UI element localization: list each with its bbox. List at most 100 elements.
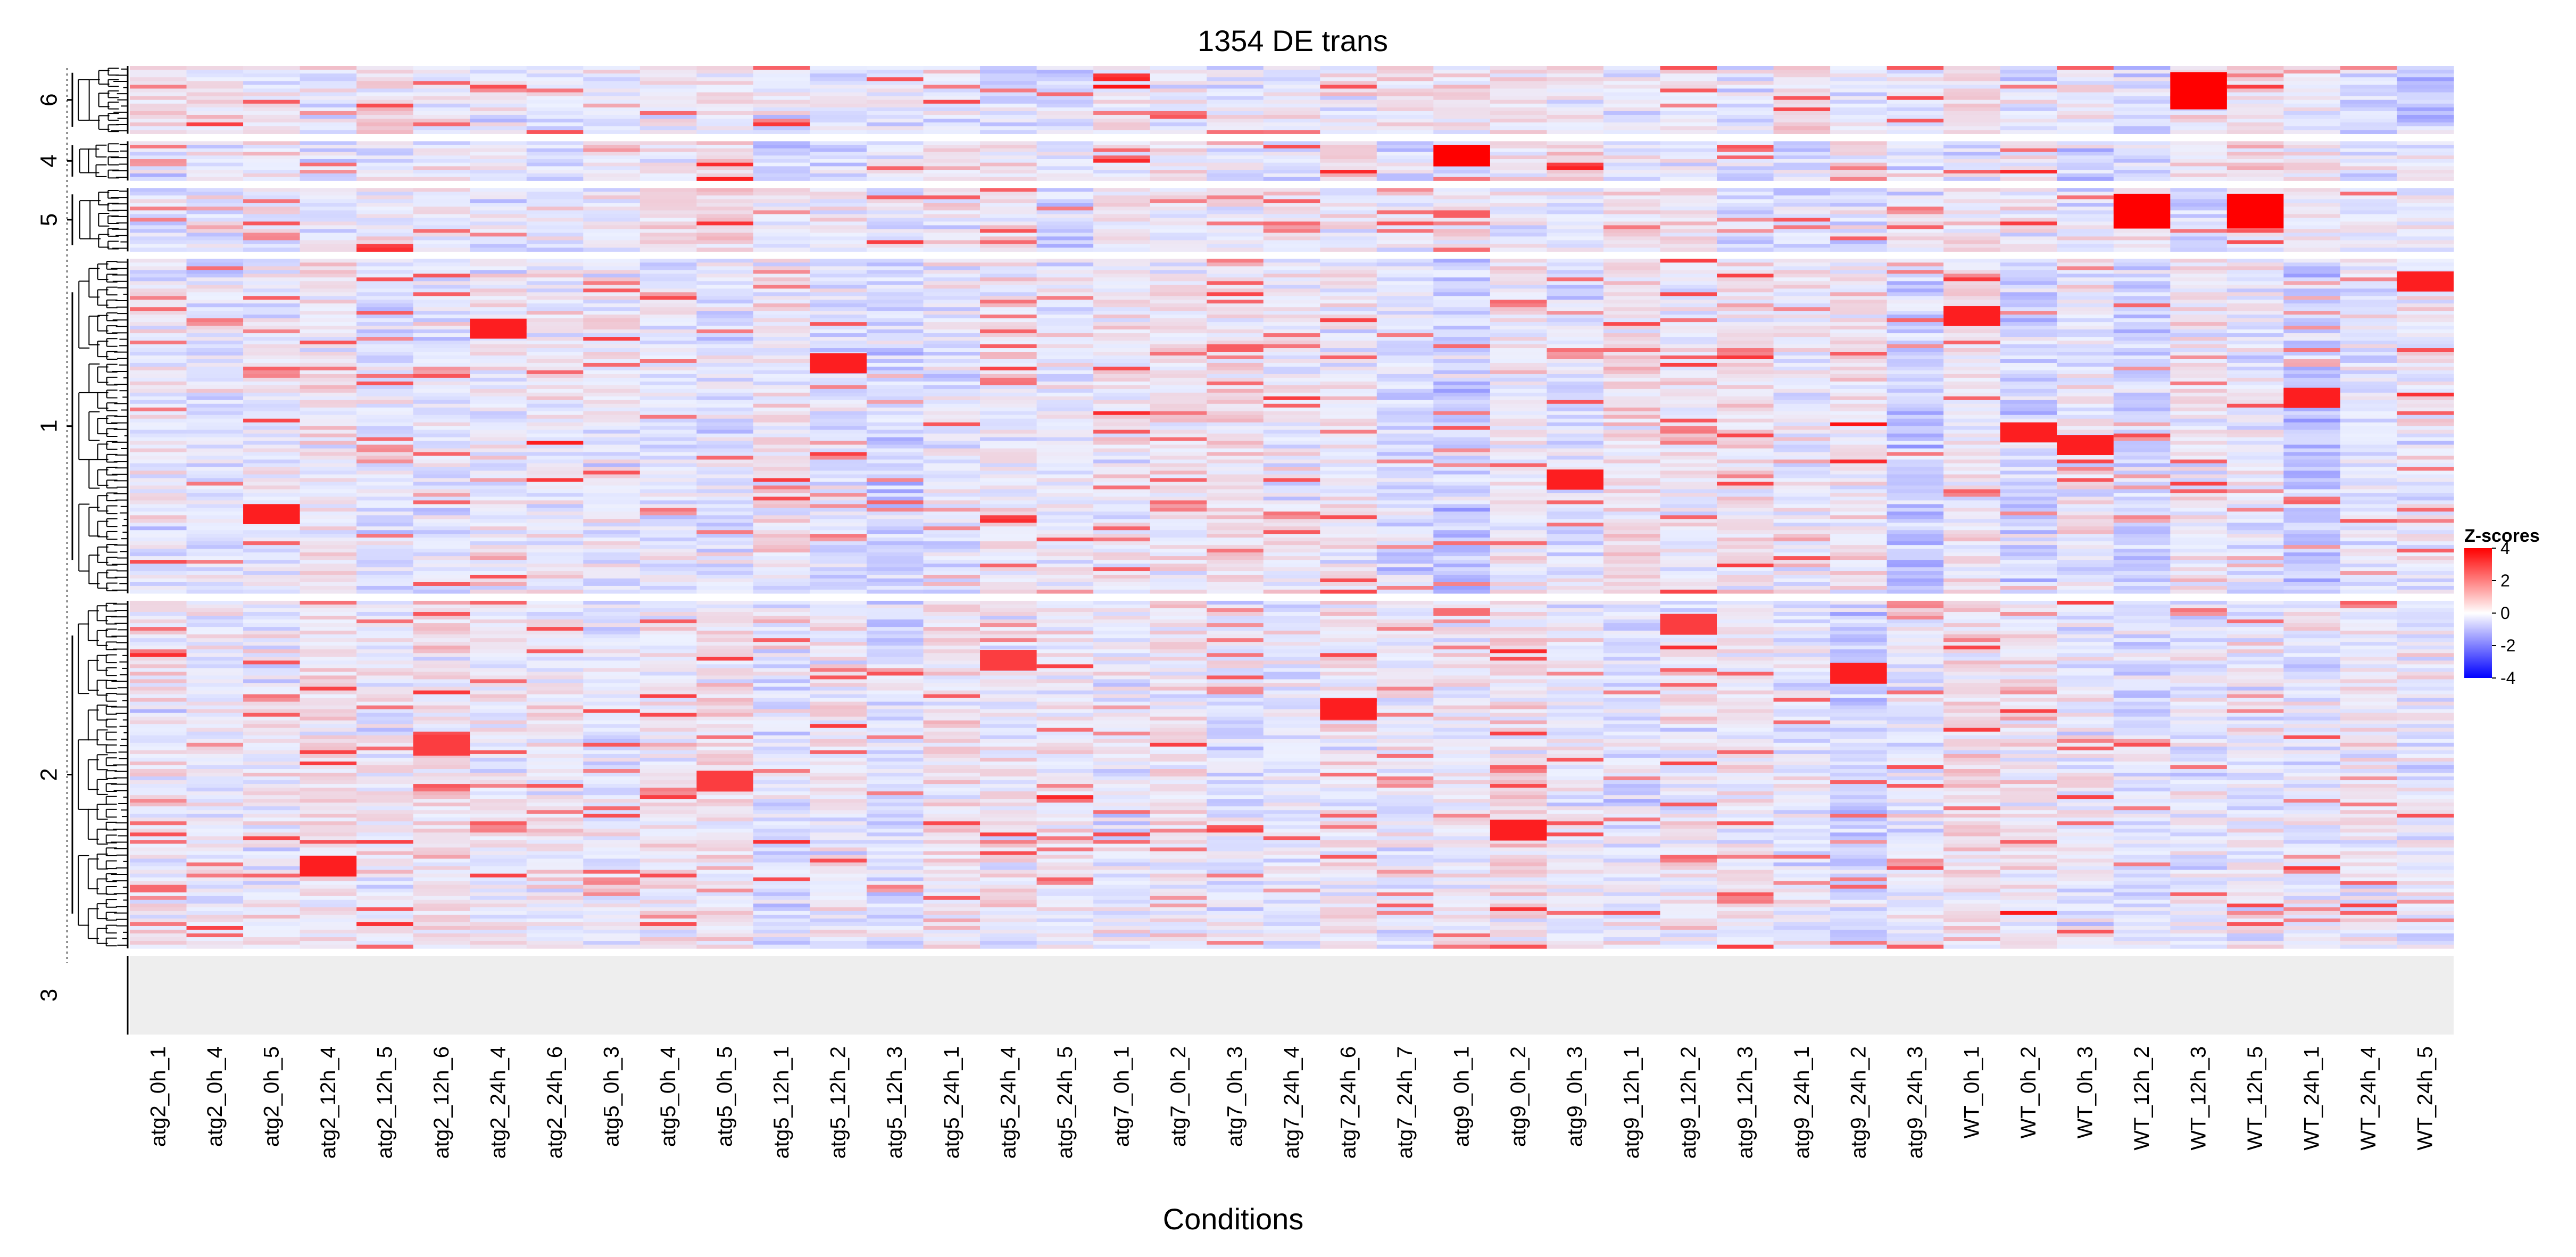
heatmap-cell <box>413 155 470 160</box>
heatmap-cell <box>2057 130 2114 134</box>
heatmap-cell <box>1320 318 1377 322</box>
heatmap-cell <box>413 311 470 315</box>
heatmap-cell <box>1433 459 1491 464</box>
heatmap-cell <box>2000 300 2057 304</box>
heatmap-cell <box>1036 318 1094 322</box>
heatmap-cell <box>1717 311 1774 315</box>
heatmap-cell <box>300 589 357 594</box>
heatmap-cell <box>1150 188 1207 192</box>
heatmap-cell <box>2057 73 2114 78</box>
heatmap-cell <box>753 148 811 153</box>
heatmap-cell <box>1547 571 1604 575</box>
heatmap-cell <box>1263 497 1320 501</box>
heatmap-cell <box>1943 229 2001 233</box>
heatmap-cell <box>1660 300 1717 304</box>
heatmap-cell <box>639 159 697 163</box>
heatmap-cell <box>2000 523 2057 527</box>
heatmap-cell <box>1773 236 1831 241</box>
heatmap-cell <box>1943 474 2001 479</box>
heatmap-cell <box>923 482 980 486</box>
heatmap-cell <box>130 96 187 101</box>
heatmap-cell <box>1547 564 1604 568</box>
heatmap-cell <box>413 303 470 308</box>
heatmap-cell <box>980 122 1037 127</box>
heatmap-cell <box>1093 444 1151 449</box>
heatmap-cell <box>1036 141 1094 145</box>
heatmap-cell <box>186 266 244 270</box>
heatmap-cell <box>526 549 584 553</box>
heatmap-cell <box>1036 411 1094 416</box>
heatmap-cell <box>2113 162 2171 167</box>
heatmap-cell <box>130 452 187 457</box>
heatmap-cell <box>470 266 527 270</box>
heatmap-cell <box>470 270 527 274</box>
heatmap-cell <box>356 277 414 282</box>
heatmap-cell <box>696 292 754 296</box>
heatmap-cell <box>1320 322 1377 326</box>
heatmap-cell <box>186 352 244 356</box>
heatmap-cell <box>1376 504 1434 508</box>
heatmap-cell <box>696 92 754 97</box>
heatmap-cell <box>186 482 244 486</box>
heatmap-cell <box>696 426 754 431</box>
heatmap-cell <box>1717 199 1774 203</box>
heatmap-cell <box>1036 355 1094 360</box>
heatmap-cell <box>1433 549 1491 553</box>
heatmap-cell <box>2397 96 2454 101</box>
heatmap-cell <box>1376 493 1434 497</box>
heatmap-cell <box>639 218 697 222</box>
heatmap-cell <box>980 571 1037 575</box>
heatmap-cell <box>1717 148 1774 153</box>
heatmap-cell <box>186 456 244 460</box>
heatmap-cell <box>866 582 924 586</box>
heatmap-cell <box>1887 589 1944 594</box>
heatmap-cell <box>1603 315 1661 319</box>
heatmap-cell <box>1376 426 1434 431</box>
heatmap-cell <box>583 88 641 93</box>
heatmap-cell <box>243 337 301 341</box>
heatmap-cell <box>980 370 1037 375</box>
heatmap-cell <box>2057 148 2114 153</box>
heatmap-cell <box>1376 556 1434 560</box>
heatmap-cell <box>1320 377 1377 382</box>
heatmap-cell <box>470 541 527 545</box>
heatmap-cell <box>1660 326 1717 330</box>
heatmap-cell <box>1207 411 1264 416</box>
heatmap-cell <box>470 478 527 483</box>
heatmap-cell <box>980 482 1037 486</box>
heatmap-cell <box>1036 145 1094 149</box>
heatmap-cell <box>1773 344 1831 349</box>
heatmap-cell <box>1660 88 1717 93</box>
heatmap-cell <box>810 497 867 501</box>
heatmap-cell <box>1830 92 1888 97</box>
heatmap-cell <box>696 589 754 594</box>
heatmap-cell <box>1773 111 1831 115</box>
heatmap-cell <box>1207 244 1264 249</box>
heatmap-cell <box>130 247 187 252</box>
heatmap-cell <box>1376 415 1434 419</box>
heatmap-cell <box>1093 530 1151 534</box>
heatmap-cell <box>1943 236 2001 241</box>
heatmap-cell <box>130 585 187 590</box>
heatmap-cell <box>1036 526 1094 531</box>
heatmap-cell <box>1717 352 1774 356</box>
heatmap-cell <box>2000 141 2057 145</box>
heatmap-cell <box>1207 552 1264 557</box>
heatmap-cell <box>1320 229 1377 233</box>
heatmap-cell <box>639 444 697 449</box>
heatmap-cell <box>356 225 414 229</box>
heatmap-cell <box>1263 534 1320 538</box>
heatmap-cell <box>1603 199 1661 203</box>
heatmap-cell <box>1717 141 1774 145</box>
heatmap-cell <box>413 73 470 78</box>
heatmap-cell <box>1830 203 1888 207</box>
heatmap-cell <box>470 444 527 449</box>
heatmap-cell <box>1150 296 1207 300</box>
heatmap-cell <box>1036 433 1094 438</box>
heatmap-cell <box>470 504 527 508</box>
heatmap-cell <box>583 415 641 419</box>
heatmap-cell <box>1093 107 1151 112</box>
heatmap-cell <box>1660 329 1717 334</box>
heatmap-cell <box>130 508 187 512</box>
heatmap-cell <box>696 173 754 178</box>
